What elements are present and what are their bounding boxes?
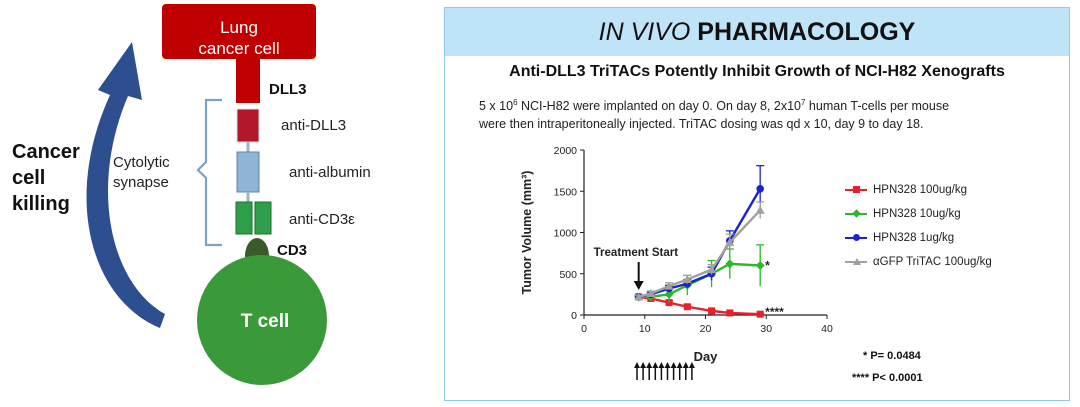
significance-four-star: **** — [765, 305, 784, 319]
legend-marker — [852, 209, 861, 218]
legend-item: αGFP TriTAC 100ug/kg — [845, 250, 992, 274]
x-tick-label: 30 — [760, 323, 772, 335]
data-point-triangle — [725, 237, 735, 246]
y-tick-label: 1000 — [554, 228, 578, 240]
killing-arrow-icon — [86, 42, 165, 328]
anti-cd3-domain-a — [235, 201, 253, 235]
legend-item: HPN328 1ug/kg — [845, 226, 992, 250]
legend-item: HPN328 10ug/kg — [845, 202, 992, 226]
description-line-1: 5 x 106 NCI-H82 were implanted on day 0.… — [479, 98, 950, 114]
description-line-2: were then intraperitoneally injected. Tr… — [479, 117, 924, 132]
legend-label: HPN328 100ug/kg — [873, 184, 967, 196]
y-tick-label: 0 — [571, 310, 577, 322]
series-line — [638, 295, 761, 316]
t-cell-label: T cell — [240, 311, 290, 332]
data-point-triangle — [664, 281, 674, 290]
data-point-diamond — [664, 289, 674, 299]
pharmacology-panel: IN VIVO PHARMACOLOGY Anti-DLL3 TriTACs P… — [444, 7, 1070, 401]
p-value-single-star: * P= 0.0484 — [863, 350, 921, 362]
y-tick-label: 500 — [559, 269, 577, 281]
dosing-arrowhead-icon — [646, 362, 653, 368]
data-point-diamond — [725, 259, 735, 269]
dll3-stalk-shape — [236, 59, 260, 103]
y-tick-label: 2000 — [554, 145, 578, 157]
data-point-square — [683, 303, 691, 311]
legend-marker — [853, 258, 861, 265]
chart-legend: HPN328 100ug/kg HPN328 10ug/kg HPN328 1ug/… — [845, 178, 992, 274]
data-point-triangle — [682, 275, 692, 284]
legend-item: HPN328 100ug/kg — [845, 178, 992, 202]
dosing-arrowhead-icon — [658, 362, 665, 368]
data-point-diamond — [755, 261, 765, 270]
dosing-arrowhead-icon — [676, 362, 683, 368]
x-axis-label: Day — [694, 349, 719, 364]
dosing-arrowhead-icon — [682, 362, 689, 368]
t-cell-shape — [197, 255, 327, 385]
legend-marker — [853, 186, 860, 193]
data-point-triangle — [646, 289, 656, 298]
data-point-triangle — [755, 205, 765, 214]
significance-star: * — [765, 259, 770, 273]
y-tick-label: 1500 — [554, 186, 578, 198]
legend-label: αGFP TriTAC 100ug/kg — [873, 256, 992, 268]
data-point-square — [726, 309, 734, 317]
legend-marker — [853, 234, 860, 241]
data-point-triangle — [634, 292, 644, 301]
lung-cancer-cell-label: Lung cancer cell — [198, 18, 280, 58]
data-point-circle — [756, 184, 764, 193]
cytolytic-synapse-label: Cytolytic synapse — [113, 154, 170, 191]
mechanism-diagram — [86, 4, 327, 385]
treatment-start-arrowhead-icon — [633, 281, 644, 290]
dosing-arrowhead-icon — [640, 362, 647, 368]
x-tick-label: 10 — [639, 323, 651, 335]
data-point-square — [708, 307, 716, 315]
p-value-four-star: **** P< 0.0001 — [852, 372, 923, 384]
experiment-description: 5 x 106 NCI-H82 were implanted on day 0.… — [479, 94, 1059, 133]
cd3-label: CD3 — [277, 242, 308, 259]
legend-swatch — [845, 233, 867, 243]
panel-header: IN VIVO PHARMACOLOGY — [445, 8, 1069, 56]
legend-swatch — [845, 257, 867, 267]
anti-cd3-label: anti-CD3ε — [289, 211, 355, 228]
legend-swatch — [845, 185, 867, 195]
y-axis-label: Tumor Volume (mm³) — [520, 171, 534, 295]
x-tick-label: 20 — [700, 323, 712, 335]
lung-cancer-cell-shape — [162, 4, 316, 59]
dosing-arrowhead-icon — [634, 362, 640, 368]
p-values: * P= 0.0484 **** P< 0.0001 — [852, 345, 923, 389]
legend-swatch — [845, 209, 867, 219]
synapse-bracket — [196, 98, 222, 247]
x-tick-label: 0 — [581, 323, 587, 335]
dosing-arrowhead-icon — [688, 362, 695, 368]
panel-title: IN VIVO PHARMACOLOGY — [598, 18, 916, 46]
cancer-cell-killing-label: Cancer cell killing — [12, 141, 80, 215]
dosing-arrowhead-icon — [670, 362, 677, 368]
dosing-arrowhead-icon — [664, 362, 671, 368]
treatment-start-label: Treatment Start — [594, 247, 679, 259]
data-point-triangle — [707, 265, 717, 274]
legend-label: HPN328 10ug/kg — [873, 208, 961, 220]
dosing-arrowhead-icon — [652, 362, 659, 368]
dll3-label: DLL3 — [269, 81, 307, 98]
anti-dll3-label: anti-DLL3 — [281, 117, 347, 134]
legend-label: HPN328 1ug/kg — [873, 232, 955, 244]
anti-cd3-domain-b — [254, 201, 272, 235]
chart-subtitle: Anti-DLL3 TriTACs Potently Inhibit Growt… — [509, 63, 1005, 80]
x-tick-label: 40 — [821, 323, 833, 335]
data-point-square — [756, 310, 764, 318]
anti-albumin-label: anti-albumin — [289, 164, 371, 181]
